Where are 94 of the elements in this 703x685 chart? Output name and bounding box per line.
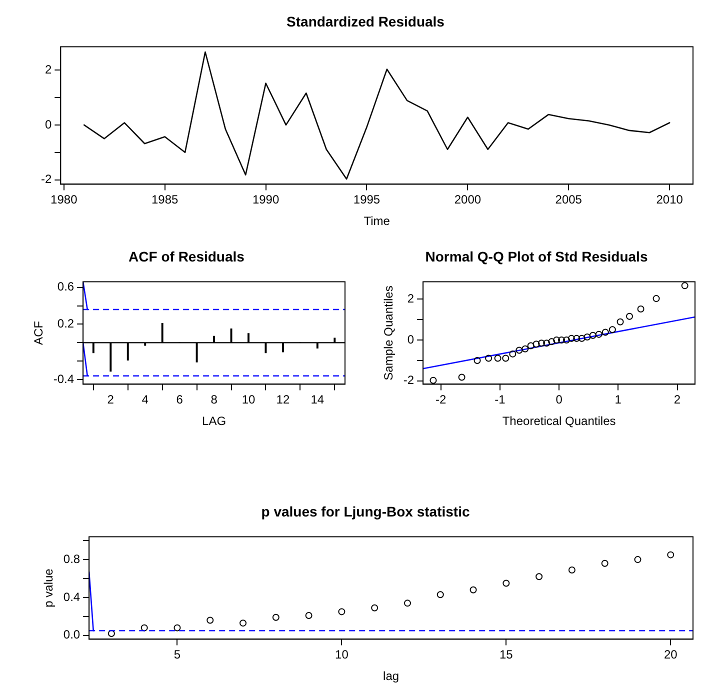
point <box>568 566 576 574</box>
point <box>509 350 516 358</box>
point <box>573 334 580 342</box>
point <box>558 336 566 344</box>
point <box>553 336 560 344</box>
point <box>305 612 312 619</box>
y-tick-label: 0.0 <box>63 628 80 642</box>
x-tick-label: 5 <box>174 648 181 662</box>
point <box>502 354 510 362</box>
point <box>338 608 346 616</box>
point <box>516 346 523 354</box>
point <box>589 332 596 339</box>
point <box>652 295 660 302</box>
y-tick-label: -2 <box>41 172 52 186</box>
x-tick-label: 10 <box>242 392 256 407</box>
point <box>474 356 481 364</box>
point <box>140 624 148 632</box>
point <box>240 620 247 627</box>
point <box>584 333 591 340</box>
y-tick-label: 0.4 <box>63 590 80 604</box>
x-tick-label: 14 <box>310 392 324 407</box>
point <box>371 604 378 612</box>
x-tick-label: 1980 <box>50 192 78 207</box>
point <box>608 326 616 334</box>
x-tick-label: -1 <box>494 392 506 407</box>
chart-title: Normal Q-Q Plot of Std Residuals <box>425 248 648 264</box>
point <box>538 340 545 347</box>
point <box>470 586 477 594</box>
point <box>601 560 608 567</box>
x-axis-title: lag <box>383 669 400 684</box>
point <box>174 624 181 632</box>
point <box>602 328 609 336</box>
point <box>616 318 624 326</box>
x-tick-label: 2010 <box>656 192 684 207</box>
x-tick-label: 1 <box>614 392 622 407</box>
point <box>272 614 280 621</box>
chart-title: Standardized Residuals <box>286 13 445 30</box>
y-axis-title: ACF <box>32 321 46 345</box>
point <box>522 345 529 352</box>
point <box>502 580 510 587</box>
y-tick-label: -2 <box>403 373 414 388</box>
x-tick-label: 4 <box>142 392 149 407</box>
point <box>634 556 642 564</box>
chart-title: p values for Ljung-Box statistic <box>261 503 470 520</box>
x-tick-label: 8 <box>210 392 218 407</box>
point <box>562 336 570 344</box>
point <box>667 551 674 558</box>
point <box>436 591 444 598</box>
point <box>568 334 575 342</box>
point <box>578 334 586 342</box>
x-tick-label: 2 <box>674 392 681 407</box>
y-tick-label: 0.2 <box>57 316 74 331</box>
x-tick-label: 12 <box>276 392 290 407</box>
point <box>595 330 602 338</box>
x-tick-label: 20 <box>664 648 678 662</box>
y-tick-label: 0 <box>44 117 52 132</box>
point <box>108 630 115 638</box>
point <box>536 573 543 580</box>
point <box>543 340 550 347</box>
y-tick-label: 0.8 <box>63 552 80 566</box>
y-tick-label: 2 <box>44 62 52 76</box>
x-tick-label: 15 <box>499 648 514 662</box>
x-tick-label: 2 <box>107 392 114 407</box>
point <box>527 342 534 350</box>
point <box>494 354 502 362</box>
point <box>626 312 633 320</box>
x-tick-label: 1985 <box>151 192 179 207</box>
x-tick-label: 2000 <box>454 192 482 207</box>
x-tick-label: 2005 <box>555 192 582 207</box>
point <box>532 340 540 348</box>
y-tick-label: -0.4 <box>53 372 74 386</box>
x-axis-title: Time <box>364 214 390 228</box>
x-axis-title: Theoretical Quantiles <box>502 414 616 428</box>
point <box>430 376 437 384</box>
x-tick-label: 10 <box>335 648 349 662</box>
point <box>637 305 644 312</box>
x-tick-label: 1990 <box>252 192 280 207</box>
x-tick-label: -2 <box>435 392 446 407</box>
chart-title: ACF of Residuals <box>128 248 245 264</box>
y-tick-label: 2 <box>407 291 414 306</box>
point <box>404 600 411 607</box>
point <box>485 354 492 362</box>
point <box>548 338 556 346</box>
y-axis-title: p value <box>42 568 56 608</box>
point <box>458 374 466 381</box>
y-axis-title: Sample Quantiles <box>382 286 396 380</box>
point <box>206 616 214 624</box>
x-tick-label: 1995 <box>353 192 380 207</box>
y-tick-label: 0.6 <box>57 280 74 294</box>
x-axis-title: LAG <box>202 414 226 428</box>
x-tick-label: 0 <box>556 392 563 407</box>
x-tick-label: 6 <box>176 392 184 407</box>
y-tick-label: 0 <box>407 332 414 346</box>
point <box>681 282 688 290</box>
